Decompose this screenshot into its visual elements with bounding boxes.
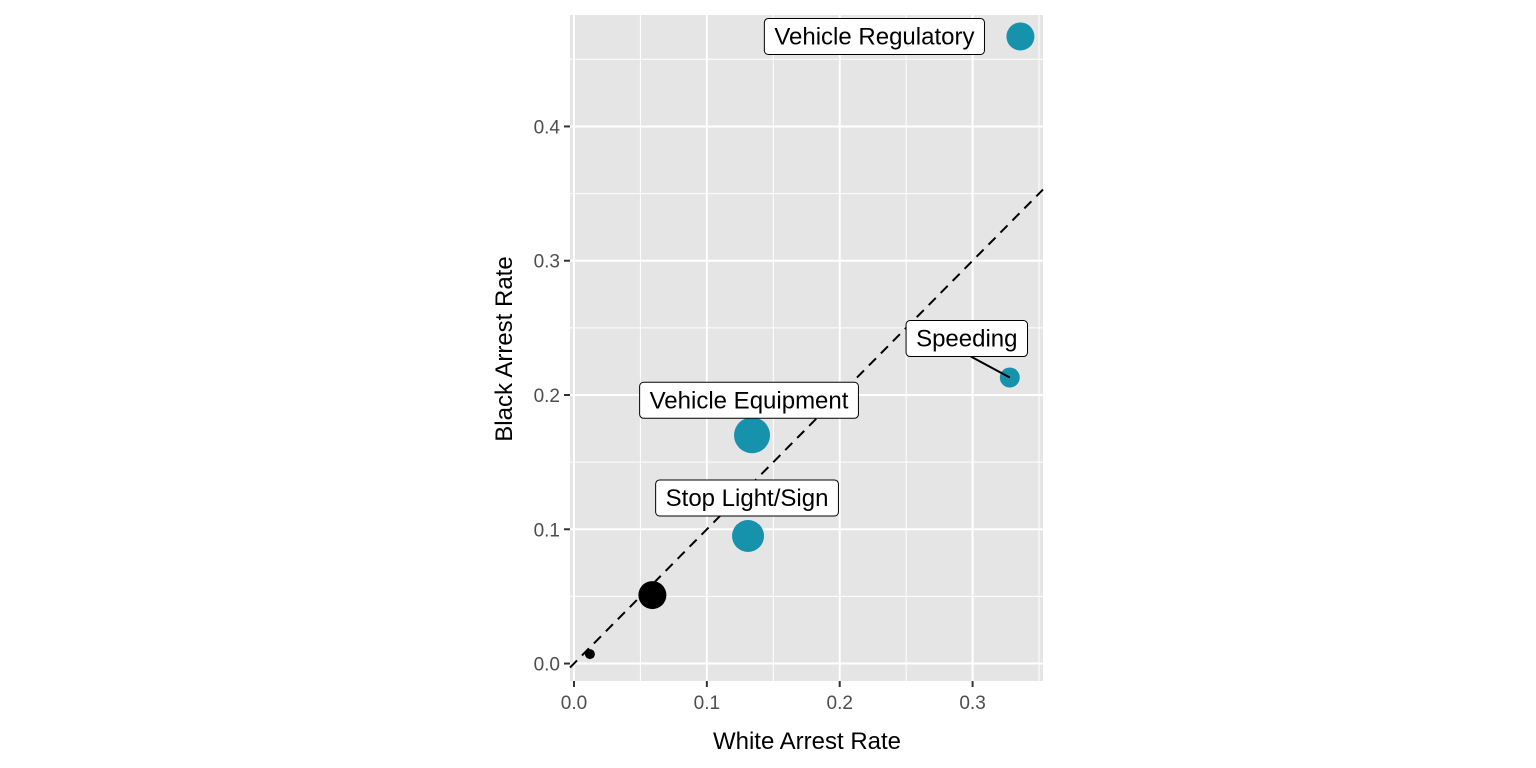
label-connector [970, 355, 1011, 379]
y-tick-label: 0.2 [534, 386, 560, 407]
data-point [1006, 22, 1035, 51]
point-labels: Vehicle Regulatory Speeding Vehicle Equipm… [639, 17, 1029, 517]
x-tick-label: 0.2 [827, 693, 853, 714]
x-tick-label: 0.0 [561, 693, 587, 714]
y-tick-label: 0.3 [534, 252, 560, 273]
x-tick-label: 0.1 [694, 693, 720, 714]
label-box [639, 381, 859, 419]
label-text: Vehicle Equipment [650, 387, 849, 414]
y-axis-title: Black Arrest Rate [491, 256, 518, 441]
label-1: Speeding [905, 320, 1029, 379]
y-tick-label: 0.1 [534, 520, 560, 541]
label-text: Vehicle Regulatory [774, 23, 974, 50]
label-text: Stop Light/Sign [666, 485, 829, 512]
axes: 0.0 0.1 0.2 0.3 0.0 0.1 0.2 0.3 0.4 [534, 117, 986, 714]
label-0: Vehicle Regulatory [763, 17, 985, 55]
x-axis-title: White Arrest Rate [713, 728, 901, 755]
data-point [734, 417, 771, 454]
label-text: Speeding [916, 326, 1017, 353]
x-tick-label: 0.3 [959, 693, 985, 714]
label-box [763, 17, 985, 55]
data-point [732, 519, 765, 552]
label-box [905, 320, 1029, 358]
data-point [584, 649, 595, 660]
data-point [638, 581, 667, 610]
label-box [655, 479, 839, 517]
y-tick-label: 0.4 [534, 117, 561, 138]
y-tick-label: 0.0 [534, 655, 560, 676]
label-3: Stop Light/Sign [655, 479, 839, 517]
label-2: Vehicle Equipment [639, 381, 859, 419]
